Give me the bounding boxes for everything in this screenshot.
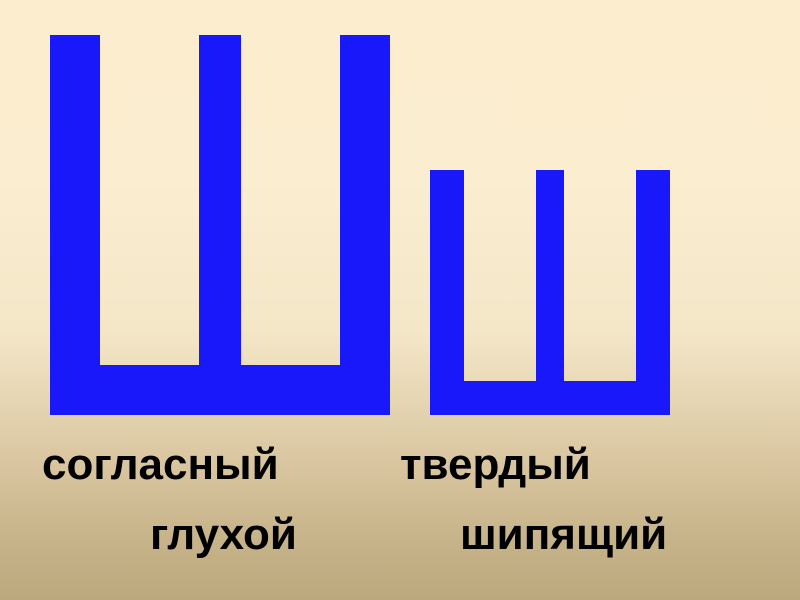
- label-hissing: шипящий: [460, 510, 667, 560]
- label-consonant: согласный: [42, 440, 279, 490]
- sha-uppercase-glyph: [50, 35, 390, 415]
- label-hard: твердый: [400, 440, 591, 490]
- sha-lowercase-glyph: [430, 170, 670, 415]
- letter-lowercase-sha: [430, 170, 670, 420]
- label-voiceless: глухой: [150, 510, 297, 560]
- letter-uppercase-sha: [50, 35, 390, 420]
